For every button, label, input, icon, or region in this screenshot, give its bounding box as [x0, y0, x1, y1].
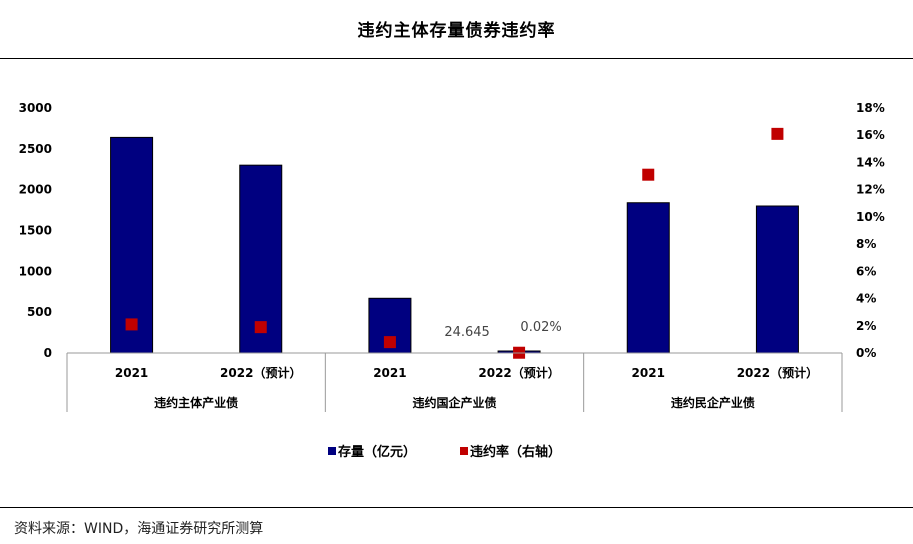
category-label: 2021: [115, 366, 148, 380]
bar-series: [110, 136, 799, 354]
group-label: 违约国企产业债: [412, 395, 496, 410]
top-divider: [0, 58, 913, 59]
scatter-point: [383, 336, 396, 349]
bar: [110, 136, 154, 354]
data-label: 0.02%: [520, 320, 561, 335]
data-label: 24.645: [444, 325, 490, 340]
left-axis: 0 500 1000 1500 2000 2500 3000: [19, 101, 52, 360]
right-tick-label: 12%: [856, 183, 885, 197]
legend-label: 存量（亿元）: [338, 444, 416, 460]
category-label: 2022（预计）: [737, 365, 818, 380]
category-label: 2022（预计）: [220, 365, 301, 380]
right-tick-label: 18%: [856, 101, 885, 115]
right-tick-label: 2%: [856, 319, 876, 333]
left-tick-label: 2000: [19, 183, 52, 197]
bar: [626, 202, 670, 354]
data-labels: 24.645 0.02%: [444, 320, 561, 340]
bottom-divider: [0, 507, 913, 508]
chart: 0 500 1000 1500 2000 2500 3000 0% 2% 4% 6% 8% 10% 12…: [19, 101, 885, 460]
chart-title: 违约主体存量债券违约率: [357, 21, 556, 41]
legend-swatch: [460, 447, 468, 455]
right-tick-label: 8%: [856, 237, 876, 251]
right-axis: 0% 2% 4% 6% 8% 10% 12% 14% 16% 18%: [856, 101, 885, 360]
left-tick-label: 1000: [19, 264, 52, 278]
source-note: 资料来源：WIND，海通证券研究所测算: [14, 521, 264, 537]
right-tick-label: 14%: [856, 155, 885, 169]
scatter-point: [771, 127, 784, 140]
legend-label: 违约率（右轴）: [470, 444, 561, 460]
left-tick-label: 0: [44, 346, 52, 360]
group-label: 违约民企产业债: [671, 395, 755, 410]
scatter-point: [642, 168, 655, 181]
bar: [755, 205, 799, 354]
category-axis: 2021 2022（预计） 2021 2022（预计） 2021 2022（预计） 违约主体…: [66, 352, 843, 412]
right-tick-label: 16%: [856, 128, 885, 142]
scatter-point: [254, 321, 267, 334]
category-label: 2021: [632, 366, 665, 380]
left-tick-label: 2500: [19, 142, 52, 156]
legend: 存量（亿元） 违约率（右轴）: [328, 444, 561, 460]
right-tick-label: 0%: [856, 346, 876, 360]
legend-swatch: [328, 447, 336, 455]
scatter-point: [125, 318, 138, 331]
group-label: 违约主体产业债: [154, 395, 238, 410]
left-tick-label: 500: [27, 305, 52, 319]
right-tick-label: 10%: [856, 210, 885, 224]
category-label: 2022（预计）: [478, 365, 559, 380]
right-tick-label: 4%: [856, 292, 876, 306]
left-tick-label: 3000: [19, 101, 52, 115]
right-tick-label: 6%: [856, 264, 876, 278]
left-tick-label: 1500: [19, 224, 52, 238]
category-label: 2021: [373, 366, 406, 380]
